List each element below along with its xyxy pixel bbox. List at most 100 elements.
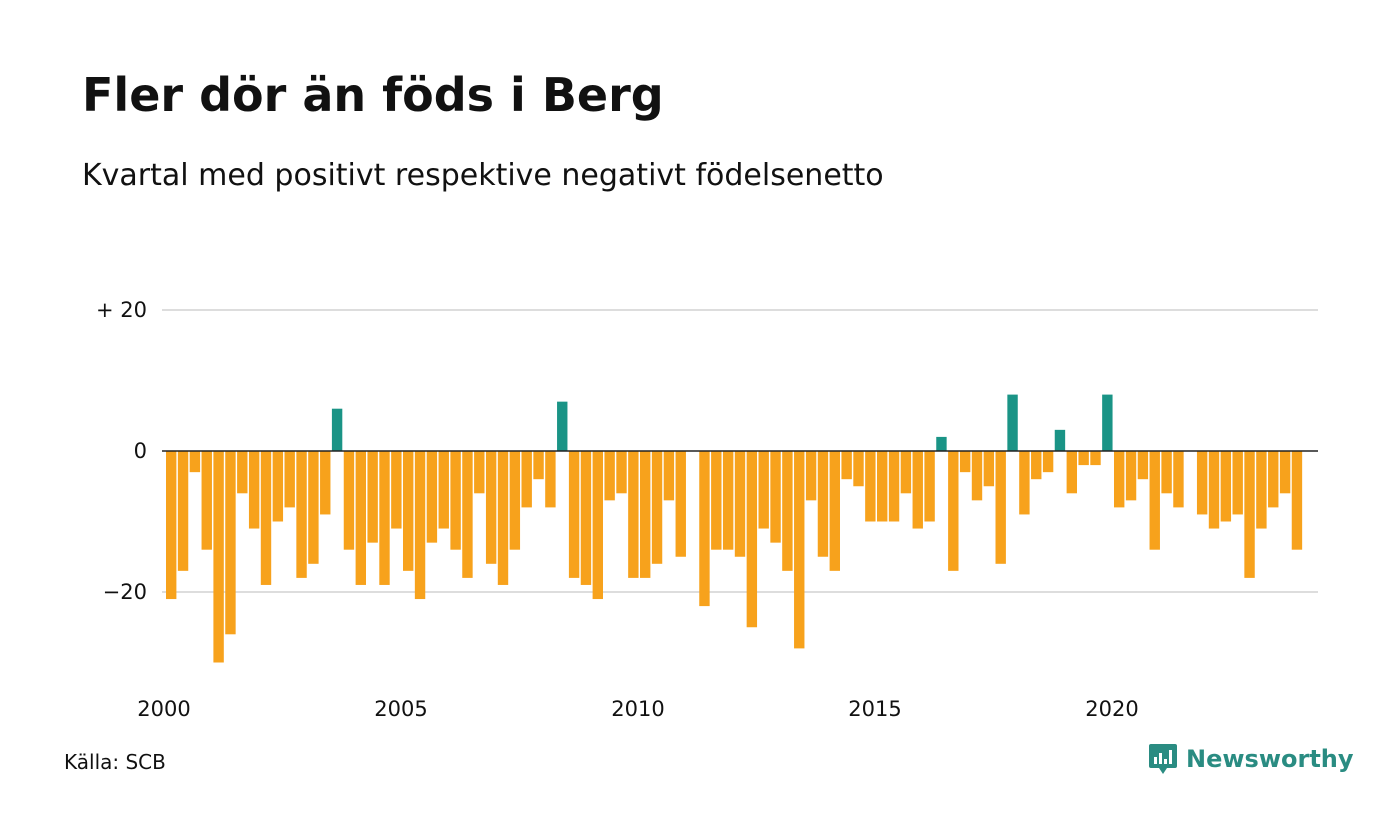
bar (1007, 394, 1018, 451)
y-tick-label: −20 (103, 580, 147, 604)
bar (1244, 451, 1255, 578)
x-tick-label: 2005 (374, 697, 427, 721)
bar (924, 451, 935, 522)
bar (841, 451, 852, 480)
bar (865, 451, 876, 522)
bar (343, 451, 355, 550)
bar (1220, 451, 1232, 522)
bar (1173, 451, 1184, 508)
bar (805, 451, 817, 501)
bar (1208, 451, 1220, 529)
newsworthy-logo-icon (1149, 744, 1177, 774)
bar (1161, 451, 1172, 494)
bar (557, 401, 568, 451)
bar (722, 451, 734, 550)
bar (426, 451, 438, 543)
x-tick-label: 2010 (611, 697, 664, 721)
bar (177, 451, 189, 571)
bar (770, 451, 781, 543)
bar (948, 451, 959, 571)
bar (521, 451, 532, 508)
y-tick-label: + 20 (96, 298, 147, 322)
axes: + 20 0 −20 2000 2005 2010 2015 2020 (96, 298, 1318, 721)
bar (959, 451, 971, 473)
bar (438, 451, 449, 529)
bar (580, 451, 592, 585)
bar (497, 451, 509, 585)
bar (1090, 451, 1101, 466)
bar (746, 451, 758, 628)
bar (829, 451, 840, 571)
chart-title: Fler dör än föds i Berg (82, 68, 664, 122)
bar (1256, 451, 1267, 529)
bar (533, 451, 544, 480)
bar (1279, 451, 1291, 494)
bar (877, 451, 888, 522)
bar-chart: + 20 0 −20 2000 2005 2010 2015 2020 (96, 298, 1318, 721)
bar (1066, 451, 1077, 494)
bar (628, 451, 639, 578)
bar (900, 451, 912, 494)
bar (794, 451, 805, 649)
bar (936, 436, 947, 451)
bar (248, 451, 260, 529)
bar (604, 451, 615, 501)
bar (1291, 451, 1303, 550)
bar (651, 451, 663, 564)
bar (1042, 451, 1054, 473)
bar (758, 451, 769, 529)
bar (734, 451, 746, 557)
bar (331, 408, 343, 451)
bar (1149, 451, 1160, 550)
bar (296, 451, 307, 578)
bar (284, 451, 295, 508)
bar (545, 451, 556, 508)
bar (675, 451, 686, 557)
bar (663, 451, 675, 501)
bar (1031, 451, 1042, 480)
bar (983, 451, 995, 487)
bar (189, 451, 201, 473)
bar (272, 451, 284, 522)
bar (260, 451, 272, 585)
bar (213, 451, 224, 663)
bar (308, 451, 319, 564)
bar (971, 451, 983, 501)
bar (1125, 451, 1137, 501)
bar (1078, 451, 1089, 466)
bar (1054, 429, 1066, 451)
bar (853, 451, 864, 487)
bar (782, 451, 793, 571)
bar (320, 451, 331, 515)
bar (462, 451, 473, 578)
brand-name: Newsworthy (1186, 745, 1354, 773)
bar (699, 451, 710, 607)
bar (995, 451, 1006, 564)
bar (568, 451, 580, 578)
x-tick-label: 2000 (137, 697, 190, 721)
grid-lines (162, 309, 1318, 593)
chart-subtitle: Kvartal med positivt respektive negativt… (82, 158, 884, 193)
bar (166, 451, 177, 600)
bar (201, 451, 212, 550)
bar (391, 451, 402, 529)
bars (166, 394, 1303, 663)
bar (1268, 451, 1279, 508)
brand-logo: Newsworthy (1148, 742, 1354, 776)
bar (1232, 451, 1243, 515)
bar (355, 451, 366, 585)
bar (1102, 394, 1113, 451)
bar (485, 451, 497, 564)
bar (616, 451, 627, 494)
bar (414, 451, 426, 600)
bar (225, 451, 236, 635)
bar (509, 451, 521, 550)
bar (1137, 451, 1149, 480)
bar (592, 451, 603, 600)
bar (817, 451, 829, 557)
bar (450, 451, 461, 550)
bar (379, 451, 390, 585)
x-tick-label: 2015 (848, 697, 901, 721)
bar (1114, 451, 1125, 508)
bar (711, 451, 722, 550)
